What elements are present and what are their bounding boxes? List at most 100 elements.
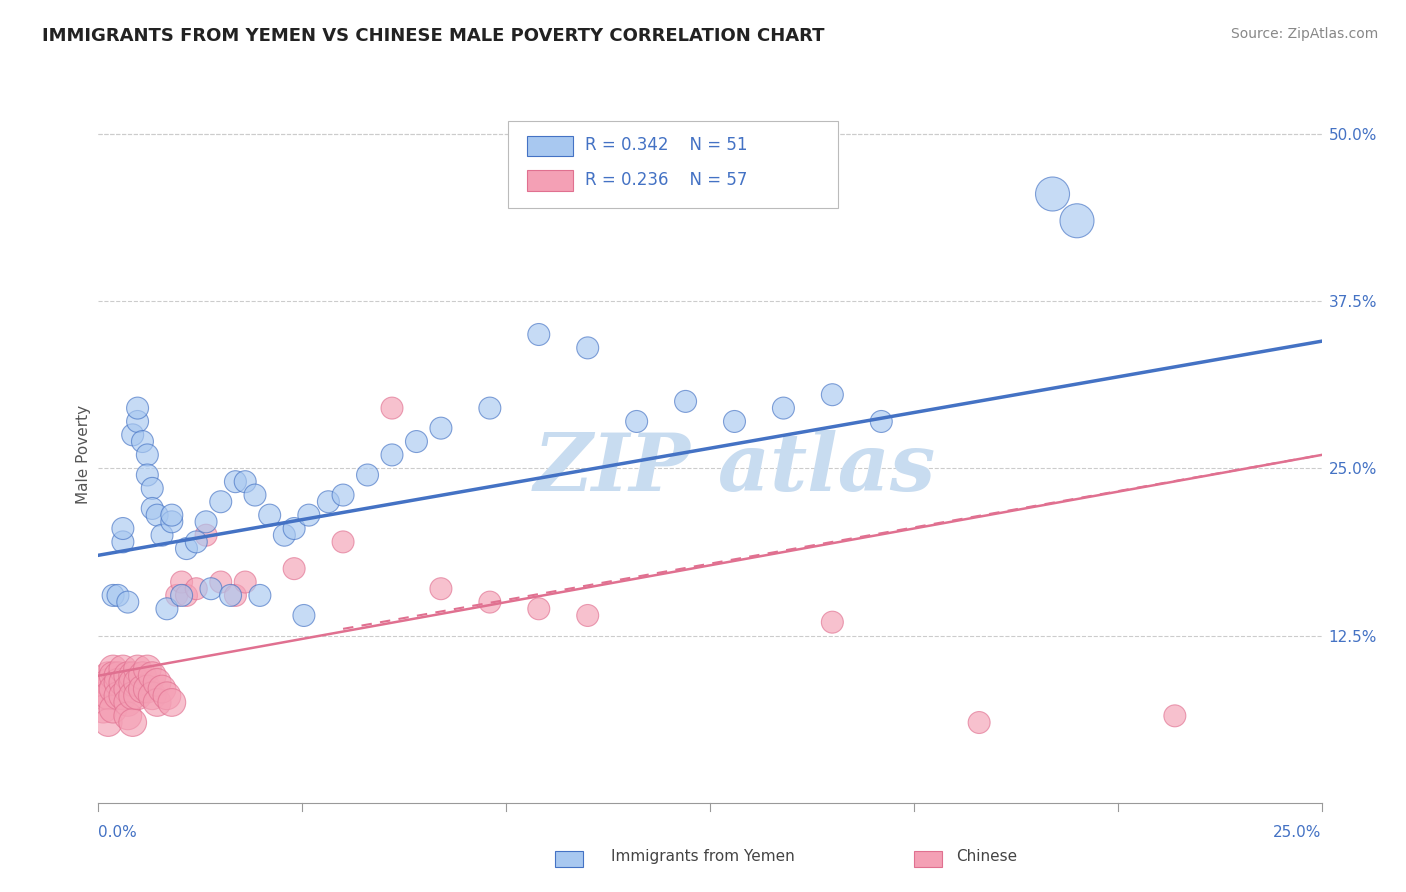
Y-axis label: Male Poverty: Male Poverty xyxy=(76,405,91,505)
Point xyxy=(101,681,124,696)
Point xyxy=(233,475,256,489)
Point xyxy=(200,582,222,596)
Point xyxy=(97,715,120,730)
Point xyxy=(127,689,149,703)
Point xyxy=(176,589,198,603)
Point xyxy=(111,689,134,703)
Point xyxy=(430,421,453,435)
Point xyxy=(318,494,340,508)
Point xyxy=(298,508,321,523)
Point xyxy=(121,689,143,703)
Text: Source: ZipAtlas.com: Source: ZipAtlas.com xyxy=(1230,27,1378,41)
Point xyxy=(1042,187,1064,202)
Text: R = 0.236    N = 57: R = 0.236 N = 57 xyxy=(585,171,748,189)
Point xyxy=(136,681,159,696)
Point xyxy=(141,669,163,683)
Point xyxy=(224,475,246,489)
Point xyxy=(117,708,139,723)
Point xyxy=(111,675,134,690)
Text: 25.0%: 25.0% xyxy=(1274,825,1322,840)
Point xyxy=(107,669,129,683)
Point xyxy=(283,562,305,576)
Point xyxy=(131,681,153,696)
Point xyxy=(381,401,404,416)
Point xyxy=(97,675,120,690)
Point xyxy=(195,528,218,542)
Point xyxy=(117,681,139,696)
Point xyxy=(356,468,378,483)
Text: IMMIGRANTS FROM YEMEN VS CHINESE MALE POVERTY CORRELATION CHART: IMMIGRANTS FROM YEMEN VS CHINESE MALE PO… xyxy=(42,27,825,45)
Point xyxy=(186,535,208,549)
Text: Chinese: Chinese xyxy=(956,849,1017,863)
Point xyxy=(170,589,193,603)
Point xyxy=(821,615,844,630)
Bar xyxy=(527,170,574,191)
Point xyxy=(97,689,120,703)
Point xyxy=(127,415,149,429)
Point xyxy=(870,415,893,429)
Point xyxy=(332,488,354,502)
Point xyxy=(405,434,427,449)
Text: Immigrants from Yemen: Immigrants from Yemen xyxy=(612,849,794,863)
Point xyxy=(136,468,159,483)
Point xyxy=(121,675,143,690)
Point xyxy=(160,515,183,529)
Point xyxy=(111,521,134,535)
Point xyxy=(121,428,143,442)
Point xyxy=(243,488,266,502)
Point xyxy=(772,401,794,416)
Point xyxy=(381,448,404,462)
Bar xyxy=(527,136,574,156)
Point xyxy=(292,608,315,623)
Point xyxy=(259,508,281,523)
Point xyxy=(576,608,599,623)
FancyBboxPatch shape xyxy=(508,121,838,208)
Point xyxy=(160,696,183,710)
Point xyxy=(186,582,208,596)
Point xyxy=(150,528,173,542)
Point xyxy=(156,689,179,703)
Point xyxy=(101,669,124,683)
Point xyxy=(273,528,295,542)
Point xyxy=(141,689,163,703)
Point xyxy=(249,589,271,603)
Text: 0.0%: 0.0% xyxy=(98,825,138,840)
Point xyxy=(101,662,124,676)
Point xyxy=(675,394,697,409)
Point xyxy=(127,662,149,676)
Point xyxy=(195,515,218,529)
Point xyxy=(283,521,305,535)
Point xyxy=(141,482,163,496)
Point xyxy=(219,589,242,603)
Point xyxy=(723,415,745,429)
Point xyxy=(111,535,134,549)
Point xyxy=(107,589,129,603)
Point xyxy=(127,401,149,416)
Point xyxy=(117,669,139,683)
Point xyxy=(478,595,501,609)
Point xyxy=(107,689,129,703)
Point xyxy=(136,662,159,676)
Point xyxy=(91,702,114,716)
Text: ZIP atlas: ZIP atlas xyxy=(533,430,935,508)
Point xyxy=(146,675,169,690)
Point xyxy=(430,582,453,596)
Point xyxy=(111,662,134,676)
Point xyxy=(117,595,139,609)
Point xyxy=(146,696,169,710)
Point xyxy=(97,669,120,683)
Point xyxy=(176,541,198,556)
Text: R = 0.342    N = 51: R = 0.342 N = 51 xyxy=(585,136,748,154)
Point xyxy=(131,669,153,683)
Point xyxy=(1066,214,1088,228)
Point xyxy=(121,715,143,730)
Point xyxy=(967,715,990,730)
Point xyxy=(117,696,139,710)
Point xyxy=(121,669,143,683)
Point xyxy=(131,434,153,449)
Point xyxy=(170,575,193,590)
Point xyxy=(1164,708,1187,723)
Point xyxy=(527,602,550,616)
Point xyxy=(160,508,183,523)
Point xyxy=(101,589,124,603)
